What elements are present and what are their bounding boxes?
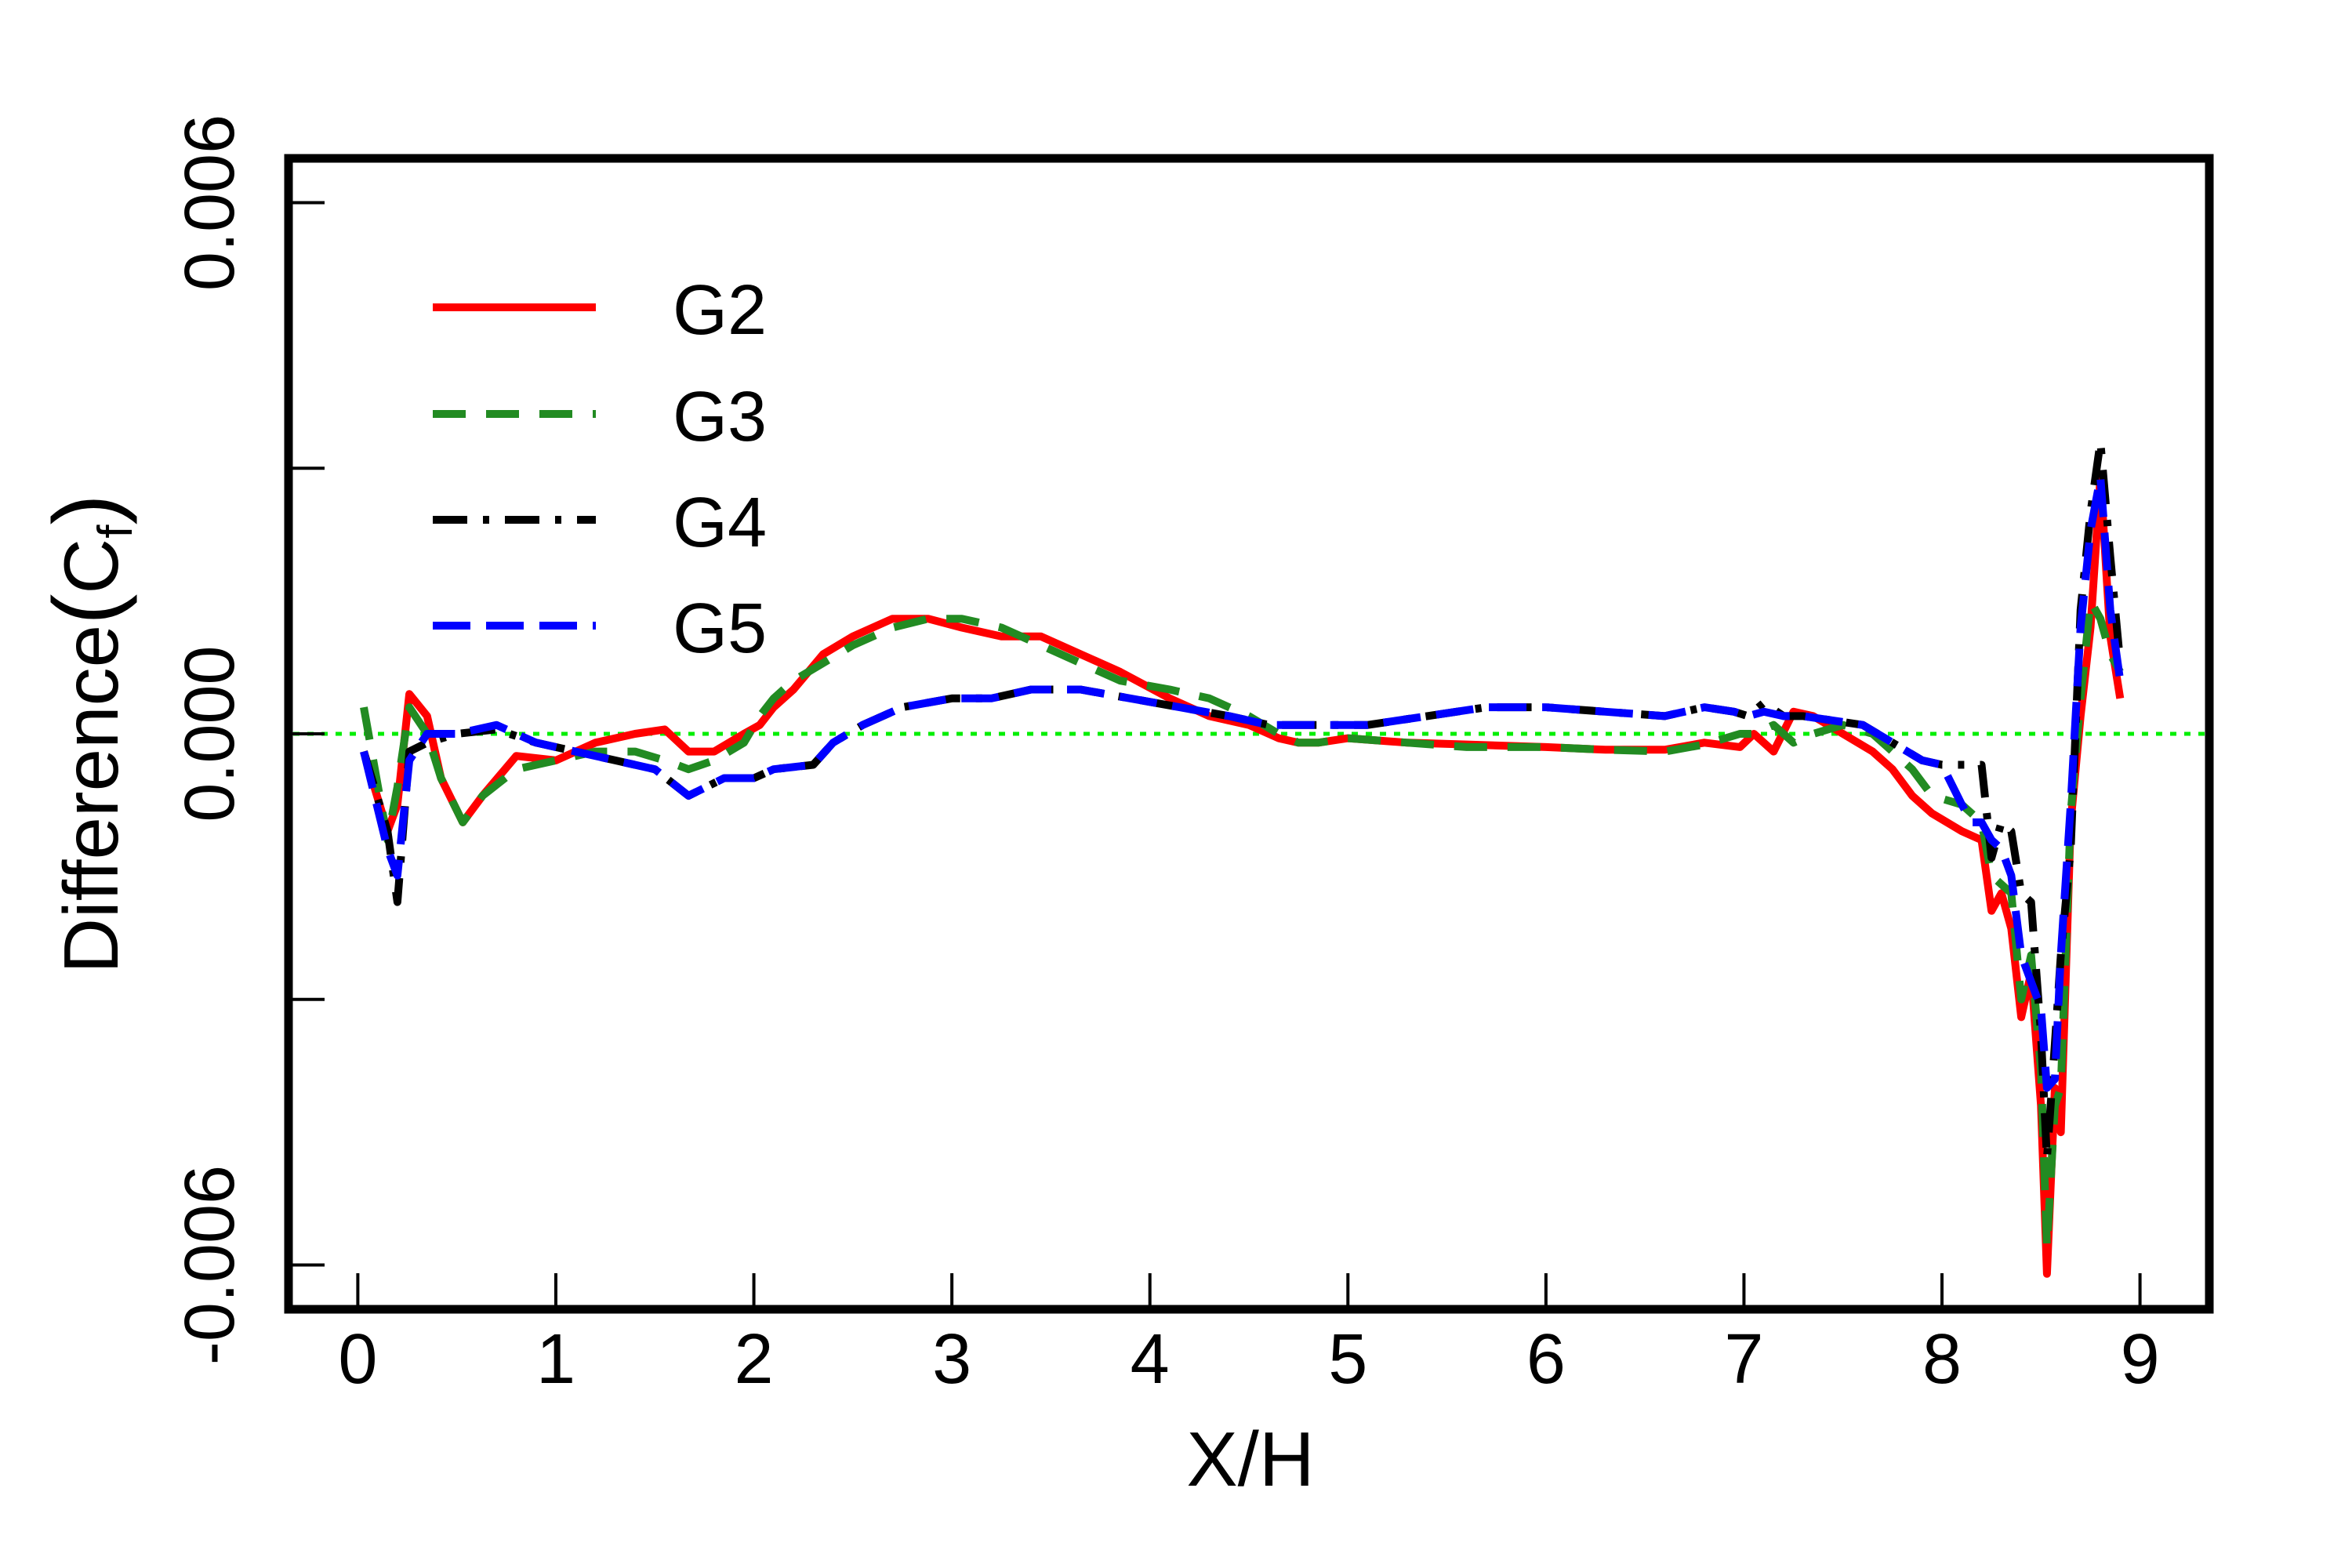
series-line-g5 [360,473,2125,1092]
series-layer [360,437,2125,1278]
x-tick-label: 1 [536,1320,575,1399]
x-axis-ticks: 0 1 2 3 4 5 6 7 8 9 [338,1273,2160,1399]
x-tick-label: 5 [1328,1320,1367,1399]
x-tick-label: 7 [1724,1320,1763,1399]
y-axis-label-open-paren: ( [34,594,138,625]
x-tick-label: 8 [1922,1320,1962,1399]
legend-label-g4: G4 [673,484,767,562]
y-axis-label: Difference(Cf) [34,494,143,974]
legend: G2 G3 G4 G5 [433,271,767,668]
x-axis-label: X/H [1186,1416,1314,1502]
y-tick-label: 0.000 [171,645,249,822]
y-axis-label-subscript: f [89,524,143,539]
y-tick-label: -0.006 [171,1165,249,1365]
x-tick-label: 3 [932,1320,971,1399]
y-axis-label-symbol: C [48,539,134,594]
y-tick-label: 0.006 [171,114,249,291]
series-line-g3 [360,597,2124,1251]
y-axis-ticks: -0.006 0.000 0.006 [171,114,325,1365]
x-tick-label: 4 [1131,1320,1170,1399]
x-tick-label: 9 [2121,1320,2160,1399]
legend-label-g3: G3 [673,378,767,456]
legend-label-g2: G2 [673,271,767,350]
y-axis-label-main: Difference [48,625,134,974]
x-tick-label: 6 [1526,1320,1566,1399]
legend-label-g5: G5 [673,590,767,668]
x-tick-label: 2 [735,1320,774,1399]
series-line-g4 [360,437,2125,1163]
y-axis-label-close-paren: ) [34,494,138,524]
x-tick-label: 0 [338,1320,377,1399]
